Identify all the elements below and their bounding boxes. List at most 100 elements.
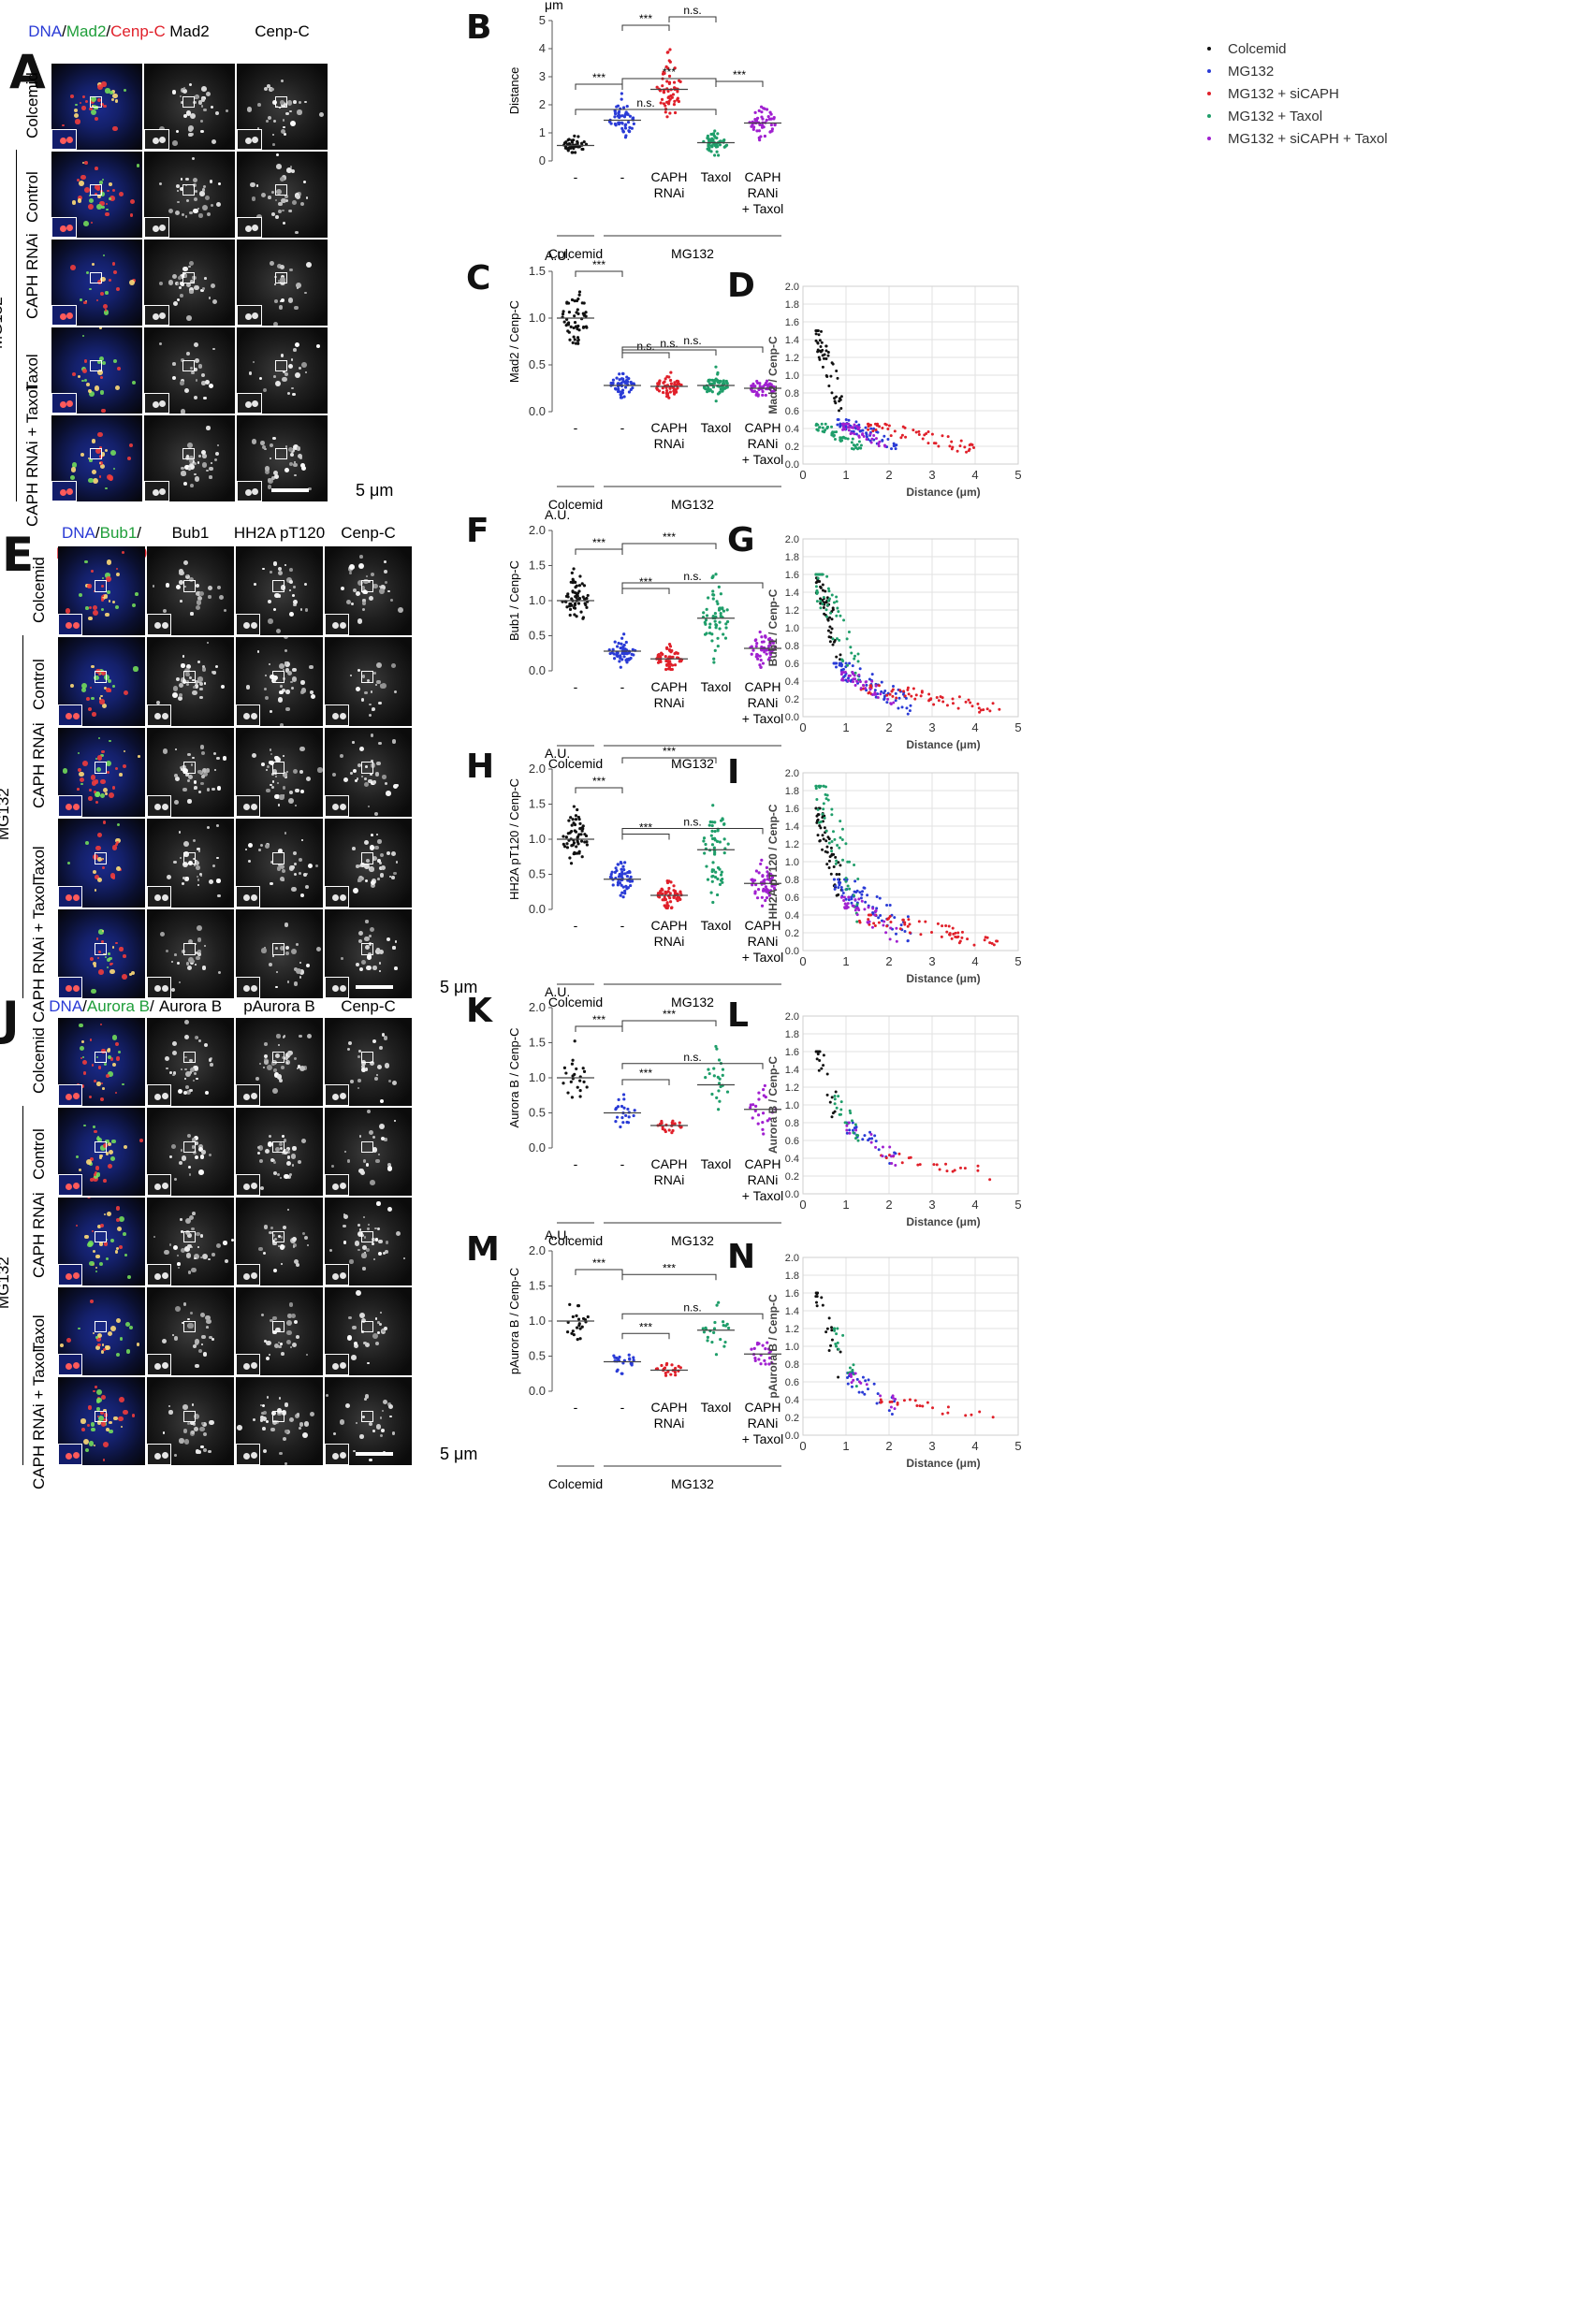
data-point — [824, 344, 828, 348]
data-point — [845, 1128, 849, 1132]
data-point — [820, 1296, 824, 1300]
kinetochore-dot — [259, 1185, 264, 1191]
data-point — [835, 655, 839, 659]
kinetochore-dot — [280, 1343, 283, 1346]
category-label: - — [574, 169, 578, 184]
data-point — [901, 918, 905, 922]
kinetochore-dot — [291, 676, 298, 682]
kinetochore-dot — [81, 162, 84, 165]
data-point — [846, 1376, 850, 1380]
kinetochore-dot — [274, 1146, 280, 1152]
micrograph-tile — [58, 909, 145, 998]
kinetochore-dot — [368, 778, 373, 784]
data-point — [721, 880, 724, 884]
kinetochore-dot — [275, 947, 278, 950]
kinetochore-dot — [115, 941, 118, 944]
kinetochore-dot — [204, 277, 207, 280]
kinetochore-dot — [194, 1339, 200, 1344]
data-point — [817, 813, 821, 817]
data-point — [622, 632, 626, 636]
kinetochore-dot — [75, 119, 80, 124]
zoom-inset — [51, 392, 78, 414]
legend-swatch — [1207, 69, 1211, 73]
kinetochore-dot — [387, 1403, 393, 1409]
data-point — [814, 332, 818, 336]
kinetochore-dot — [288, 461, 293, 466]
kinetochore-dot — [260, 1412, 264, 1416]
x-tick-label: 0 — [799, 1198, 806, 1212]
significance-label: *** — [639, 821, 652, 835]
data-point — [883, 920, 886, 923]
data-point — [573, 151, 577, 154]
kinetochore-dot — [280, 877, 284, 881]
kinetochore-dot — [223, 1241, 227, 1245]
data-point — [821, 573, 824, 576]
inset-dot — [339, 1272, 346, 1280]
kinetochore-dot — [260, 1415, 265, 1419]
roi-box — [361, 1410, 374, 1423]
kinetochore-dot — [109, 182, 112, 187]
data-point — [757, 1358, 761, 1361]
kinetochore-dot — [93, 609, 99, 616]
y-axis-label: pAurora B / Cenp-C — [507, 1268, 521, 1374]
data-point — [628, 1358, 632, 1361]
kinetochore-dot — [189, 1088, 193, 1093]
kinetochore-dot — [211, 139, 216, 145]
kinetochore-dot — [286, 980, 290, 983]
kinetochore-dot — [90, 1427, 95, 1432]
kinetochore-dot — [93, 104, 97, 109]
roi-box — [183, 671, 197, 683]
data-point — [661, 84, 664, 88]
kinetochore-dot — [300, 839, 303, 842]
kinetochore-dot — [197, 884, 200, 887]
kinetochore-dot — [168, 1404, 170, 1408]
kinetochore-dot — [291, 886, 297, 893]
data-point — [621, 371, 625, 376]
kinetochore-dot — [299, 679, 305, 685]
data-point — [818, 573, 822, 576]
kinetochore-dot — [102, 821, 106, 824]
kinetochore-dot — [135, 592, 139, 596]
data-point — [884, 931, 888, 935]
kinetochore-dot — [77, 752, 80, 755]
data-point — [857, 426, 861, 429]
data-point — [920, 690, 924, 693]
inset-dot — [66, 225, 74, 232]
inset-dot — [59, 312, 66, 320]
kinetochore-dot — [84, 1447, 90, 1453]
kinetochore-dot — [378, 861, 383, 865]
zoom-inset — [325, 886, 350, 908]
data-point — [629, 883, 633, 888]
kinetochore-dot — [88, 195, 91, 197]
kinetochore-dot — [270, 772, 274, 777]
data-point — [624, 123, 628, 126]
category-label: RANi — [748, 1416, 779, 1431]
unit-label: A.U. — [545, 746, 570, 761]
x-tick-label: 2 — [885, 954, 892, 968]
data-point — [941, 1412, 944, 1416]
kinetochore-dot — [91, 988, 96, 994]
data-point — [676, 98, 679, 102]
kinetochore-dot — [374, 1227, 377, 1230]
kinetochore-dot — [80, 1427, 85, 1431]
zoom-inset — [147, 1444, 172, 1465]
kinetochore-dot — [100, 753, 104, 758]
data-point — [714, 615, 718, 618]
kinetochore-dot — [286, 100, 293, 106]
channel-label-part: Aurora B — [86, 997, 150, 1015]
y-tick-label: 1.6 — [785, 317, 799, 328]
significance-label: n.s. — [683, 1300, 701, 1314]
zoom-inset — [58, 977, 83, 998]
kinetochore-dot — [82, 221, 89, 227]
kinetochore-dot — [79, 777, 85, 783]
inset-dot — [332, 804, 340, 811]
data-point — [855, 1377, 859, 1381]
data-point — [977, 706, 981, 710]
zoom-inset — [144, 304, 170, 326]
zoom-inset — [58, 614, 83, 635]
kinetochore-dot — [95, 1172, 101, 1177]
roi-box — [361, 1230, 374, 1243]
data-point — [833, 887, 837, 891]
y-tick-label: 1.8 — [785, 1271, 799, 1282]
kinetochore-dot — [331, 1165, 334, 1169]
